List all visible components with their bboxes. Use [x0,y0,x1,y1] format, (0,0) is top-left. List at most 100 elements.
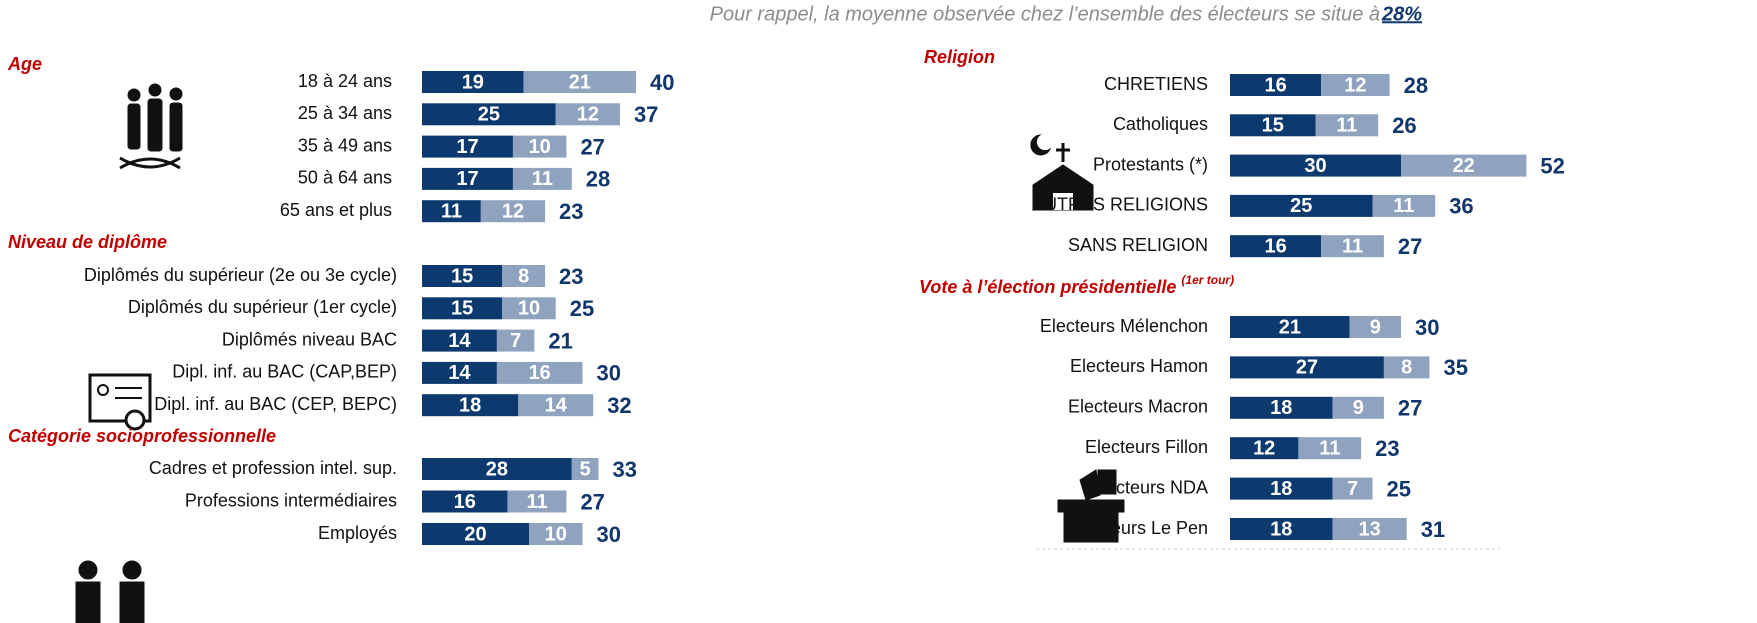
segment-label: 8 [518,265,529,287]
segment-label: 16 [454,491,476,513]
segment-label: 10 [545,523,567,545]
bar-segment [422,458,572,480]
segment-label: 18 [1270,397,1292,419]
category-label: Diplômés du supérieur (1er cycle) [128,297,397,317]
segment-label: 21 [569,71,591,93]
category-label: Electeurs Macron [1068,397,1208,417]
category-label: 50 à 64 ans [298,168,392,188]
segment-label: 11 [441,200,462,222]
category-label: Dipl. inf. au BAC (CAP,BEP) [172,362,397,382]
bar-segment [1332,518,1407,540]
segment-label: 28 [486,458,508,480]
category-label: Dipl. inf. au BAC (CEP, BEPC) [154,394,397,414]
segment-label: 14 [545,394,568,416]
segment-label: 30 [1304,155,1326,177]
section-title-text: Vote à l’élection présidentielle [919,277,1181,297]
segment-label: 8 [1401,357,1412,379]
total-label: 21 [548,328,572,353]
bar-segment [1401,154,1527,177]
segment-label: 12 [1344,74,1366,96]
category-label: Electeurs Le Pen [1071,518,1208,538]
note-value: 28% [1381,3,1422,25]
segment-label: 9 [1353,397,1364,419]
segment-label: 10 [518,298,540,320]
segment-label: 12 [577,104,599,126]
bar-segment [422,135,513,158]
segment-label: 11 [1336,115,1357,137]
total-label: 26 [1392,113,1416,138]
bar-segment [529,523,583,545]
bar-segment [422,523,529,545]
bar-segment [422,490,508,513]
bar-segment [422,200,481,223]
segment-label: 18 [459,394,481,416]
section-title: Niveau de diplôme [8,232,167,252]
segment-label: 17 [456,168,478,190]
total-label: 35 [1444,355,1468,380]
category-label: Electeurs NDA [1090,477,1208,497]
bar-segment [1349,316,1401,338]
age-icon [119,83,183,170]
bar-segment [1230,316,1350,338]
segment-label: 21 [1279,316,1301,338]
category-label: Catholiques [1113,114,1208,134]
section-title-text: Age [7,54,42,74]
category-label: Electeurs Fillon [1085,437,1208,457]
bar-segment [1372,194,1436,217]
segment-label: 27 [1296,357,1318,379]
segment-label: 11 [526,491,547,513]
segment-label: 22 [1453,155,1475,177]
total-label: 25 [570,296,594,321]
total-label: 27 [580,489,604,514]
bar-segment [1321,235,1384,258]
segment-label: 20 [464,523,486,545]
bar-segment [1332,396,1384,419]
total-label: 33 [613,457,637,482]
bar-segment [1230,154,1401,177]
total-label: 25 [1387,476,1411,501]
total-label: 23 [1375,436,1399,461]
category-label: Diplômés niveau BAC [222,329,397,349]
segment-label: 7 [510,330,521,352]
diploma-icon [88,373,152,431]
category-label: Electeurs Hamon [1070,356,1208,376]
bar-segment [502,297,556,320]
bar-segment [422,329,497,352]
section-title-text: Niveau de diplôme [8,232,167,252]
section-title-text: Religion [924,47,995,67]
bar-segment [1230,74,1322,96]
category-label: Professions intermédiaires [185,490,397,510]
segment-label: 13 [1359,518,1381,540]
bar-segment [1230,518,1333,540]
bar-segment [1321,74,1390,96]
category-label: 25 à 34 ans [298,103,392,123]
segment-label: 16 [1264,235,1286,257]
total-label: 52 [1540,153,1564,178]
segment-label: 25 [1290,195,1312,217]
note: Pour rappel, la moyenne observée chez l’… [710,3,1380,25]
bar-segment [1315,114,1379,137]
segment-label: 15 [1262,115,1284,137]
segment-label: 11 [1319,437,1340,459]
category-label: 35 à 49 ans [298,135,392,155]
bar-segment [496,329,535,352]
bar-segment [422,394,519,417]
bar-segment [571,458,599,480]
total-label: 23 [559,264,583,289]
bar-segment [1298,437,1362,460]
category-label: Protestants (*) [1093,154,1208,174]
total-label: 30 [597,361,621,386]
segment-label: 19 [462,71,484,93]
segment-label: 11 [1393,195,1414,217]
segment-label: 25 [478,104,500,126]
total-label: 31 [1421,517,1445,542]
total-label: 27 [580,134,604,159]
segment-label: 16 [1264,74,1286,96]
segment-label: 11 [1342,235,1363,257]
bar-segment [1230,235,1322,258]
total-label: 28 [586,167,610,192]
bar-segment [1230,437,1299,460]
total-label: 23 [559,199,583,224]
bar-segment [1332,477,1373,500]
bar-segment [1230,114,1316,137]
